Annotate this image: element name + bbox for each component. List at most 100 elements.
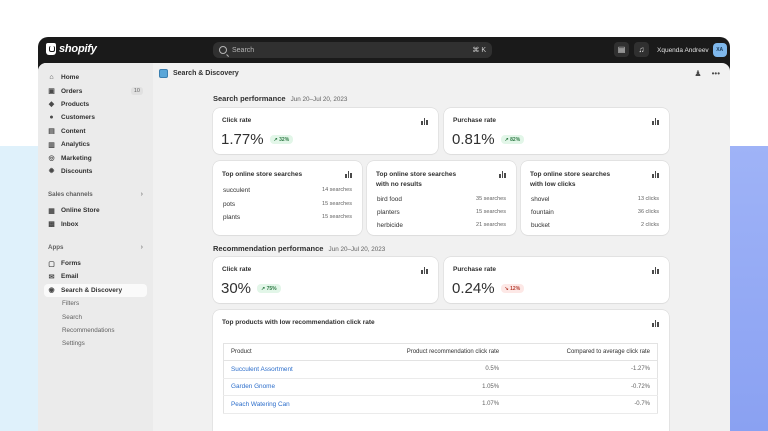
- product-link[interactable]: Garden Gnome: [223, 378, 342, 396]
- sidebar-item-content[interactable]: ▤ Content: [44, 125, 147, 138]
- sidebar-item-products[interactable]: ◆ Products: [44, 98, 147, 111]
- bar-chart-icon[interactable]: [421, 267, 429, 274]
- bar-chart-icon[interactable]: [652, 267, 660, 274]
- inbox-icon: ▩: [48, 221, 55, 229]
- search-term: planters: [377, 209, 400, 216]
- shopify-logo[interactable]: shopify: [46, 43, 97, 55]
- recommendation-performance-heading: Recommendation performance Jun 20–Jul 20…: [213, 244, 385, 253]
- sidebar-item-search-discovery[interactable]: ◉ Search & Discovery: [44, 283, 147, 298]
- sidebar-item-customers[interactable]: ● Customers: [44, 111, 147, 124]
- store-button[interactable]: ▤: [614, 42, 629, 57]
- card-title-line: Top online store searches: [530, 171, 611, 178]
- list-item: fountain 36 clicks: [531, 209, 659, 216]
- click-rate-cell: 0.5%: [341, 360, 507, 379]
- metric-value: 0.24%: [452, 280, 495, 297]
- low-recommendation-ctr-card: Top products with low recommendation cli…: [213, 310, 669, 431]
- chart-icon: ▥: [48, 141, 55, 149]
- change-value: 12%: [510, 285, 521, 292]
- discount-icon: ✹: [48, 168, 55, 176]
- sidebar-item-label: Customers: [61, 114, 95, 122]
- search-term: bucket: [531, 222, 550, 229]
- chevron-right-icon: ›: [140, 191, 143, 199]
- search-placeholder: Search: [232, 46, 255, 54]
- user-menu[interactable]: Xquenda Andreev XA: [654, 42, 727, 58]
- list-item: herbicide 21 searches: [377, 222, 506, 229]
- search-term: herbicide: [377, 222, 403, 229]
- product-link[interactable]: Succulent Assortment: [223, 360, 342, 379]
- low-clicks-searches-card: Top online store searches with low click…: [521, 161, 669, 235]
- sidebar-item-marketing[interactable]: ◎ Marketing: [44, 151, 147, 164]
- app-area: ⌂ Home ▣ Orders 10 ◆ Products ● Customer…: [38, 63, 730, 431]
- list-item: bucket 2 clicks: [531, 222, 659, 229]
- sidebar-item-online-store[interactable]: ▦ Online Store: [44, 204, 147, 217]
- sidebar-item-label: Inbox: [61, 220, 79, 228]
- search-term: plants: [223, 214, 241, 221]
- sidebar-item-label: Home: [61, 74, 80, 82]
- bar-chart-icon[interactable]: [652, 320, 660, 327]
- metric-value: 1.77%: [221, 131, 264, 148]
- card-title-line: with low clicks: [530, 180, 576, 188]
- compared-cell: -0.7%: [506, 395, 658, 414]
- sidebar-item-label: Discounts: [61, 167, 93, 175]
- product-link[interactable]: Peach Watering Can: [223, 395, 342, 414]
- search-count: 15 searches: [322, 214, 352, 220]
- section-title: Apps: [48, 243, 64, 251]
- header-actions: ♟ •••: [694, 69, 720, 78]
- orders-count-badge: 10: [130, 87, 143, 96]
- list-item: pots 15 searches: [223, 201, 352, 208]
- apps-section[interactable]: Apps ›: [44, 241, 147, 254]
- bar-chart-icon[interactable]: [652, 171, 660, 178]
- list-item: succulent 14 searches: [223, 187, 352, 194]
- avatar: XA: [712, 43, 727, 57]
- metric-value-row: 0.24% ↘ 12%: [452, 280, 525, 297]
- bar-chart-icon[interactable]: [421, 118, 429, 125]
- sidebar-item-label: Marketing: [61, 154, 92, 162]
- search-count: 35 searches: [476, 196, 506, 202]
- pin-icon[interactable]: ♟: [694, 69, 702, 78]
- metric-value-row: 1.77% ↗ 32%: [221, 131, 294, 148]
- bar-chart-icon[interactable]: [499, 171, 507, 178]
- sidebar-item-home[interactable]: ⌂ Home: [44, 71, 147, 84]
- sidebar-item-orders[interactable]: ▣ Orders 10: [44, 84, 147, 97]
- page-header: Search & Discovery: [159, 69, 239, 78]
- sales-channels-section[interactable]: Sales channels ›: [44, 188, 147, 201]
- sidebar-item-email[interactable]: ✉ Email: [44, 270, 147, 283]
- page-title: Search & Discovery: [173, 70, 239, 77]
- sidebar-subitem-filters[interactable]: Filters: [62, 300, 80, 308]
- column-header-click-rate: Product recommendation click rate: [341, 343, 507, 361]
- table-row: Succulent Assortment 0.5% -1.27%: [223, 360, 658, 379]
- card-title: Click rate: [222, 266, 252, 273]
- tag-icon: ◆: [48, 101, 55, 109]
- sidebar-item-analytics[interactable]: ▥ Analytics: [44, 138, 147, 151]
- forms-icon: ▢: [48, 260, 55, 268]
- search-bar[interactable]: Search ⌘ K: [213, 42, 492, 58]
- store-icon: ▤: [617, 45, 626, 54]
- sidebar-subitem-recommendations[interactable]: Recommendations: [62, 327, 115, 335]
- sidebar-item-forms[interactable]: ▢ Forms: [44, 257, 147, 270]
- more-options-icon[interactable]: •••: [711, 69, 720, 78]
- sidebar-item-label: Orders: [61, 87, 83, 95]
- sidebar-item-discounts[interactable]: ✹ Discounts: [44, 165, 147, 178]
- sidebar-subitem-settings[interactable]: Settings: [62, 340, 85, 348]
- section-title: Recommendation performance: [213, 244, 324, 253]
- change-value: 75%: [266, 285, 277, 292]
- target-icon: ◎: [48, 155, 55, 163]
- notifications-button[interactable]: ♫: [634, 42, 649, 57]
- search-term: fountain: [531, 209, 554, 216]
- home-icon: ⌂: [49, 74, 54, 82]
- table-row: Peach Watering Can 1.07% -0.7%: [223, 395, 658, 414]
- card-title: Top online store searches: [222, 171, 303, 178]
- sidebar-subitem-search[interactable]: Search: [62, 313, 82, 321]
- bar-chart-icon[interactable]: [652, 118, 660, 125]
- main-content: Search & Discovery ♟ ••• Search performa…: [153, 63, 730, 431]
- metric-value: 30%: [221, 280, 252, 297]
- compared-cell: -1.27%: [506, 360, 658, 379]
- top-bar: shopify Search ⌘ K ▤ ♫ Xquenda Andreev X…: [38, 37, 730, 63]
- search-term: bird food: [377, 196, 402, 203]
- no-results-searches-card: Top online store searches with no result…: [367, 161, 516, 235]
- sidebar-item-inbox[interactable]: ▩ Inbox: [44, 218, 147, 231]
- app-icon: [159, 69, 168, 78]
- bar-chart-icon[interactable]: [345, 171, 353, 178]
- admin-window: shopify Search ⌘ K ▤ ♫ Xquenda Andreev X…: [38, 37, 730, 431]
- section-title: Sales channels: [48, 191, 93, 199]
